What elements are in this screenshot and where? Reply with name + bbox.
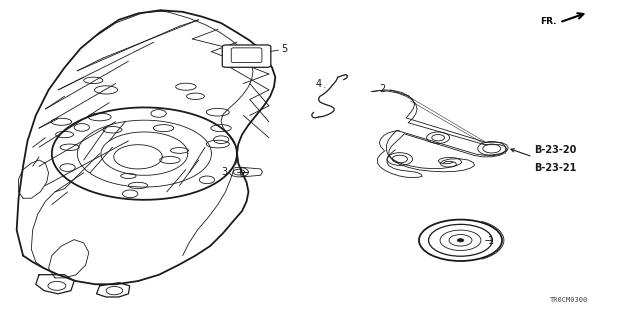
Text: 4: 4 (315, 79, 321, 89)
FancyBboxPatch shape (231, 48, 262, 62)
Text: B-23-20: B-23-20 (534, 146, 576, 156)
Text: 3: 3 (221, 167, 227, 177)
Text: 5: 5 (282, 44, 288, 54)
Text: B-23-21: B-23-21 (534, 163, 576, 173)
Text: 1: 1 (488, 236, 494, 246)
Circle shape (458, 239, 464, 242)
Text: 2: 2 (380, 84, 386, 94)
FancyBboxPatch shape (222, 45, 271, 67)
Text: TR0CM0300: TR0CM0300 (550, 297, 588, 303)
Text: FR.: FR. (540, 17, 556, 26)
